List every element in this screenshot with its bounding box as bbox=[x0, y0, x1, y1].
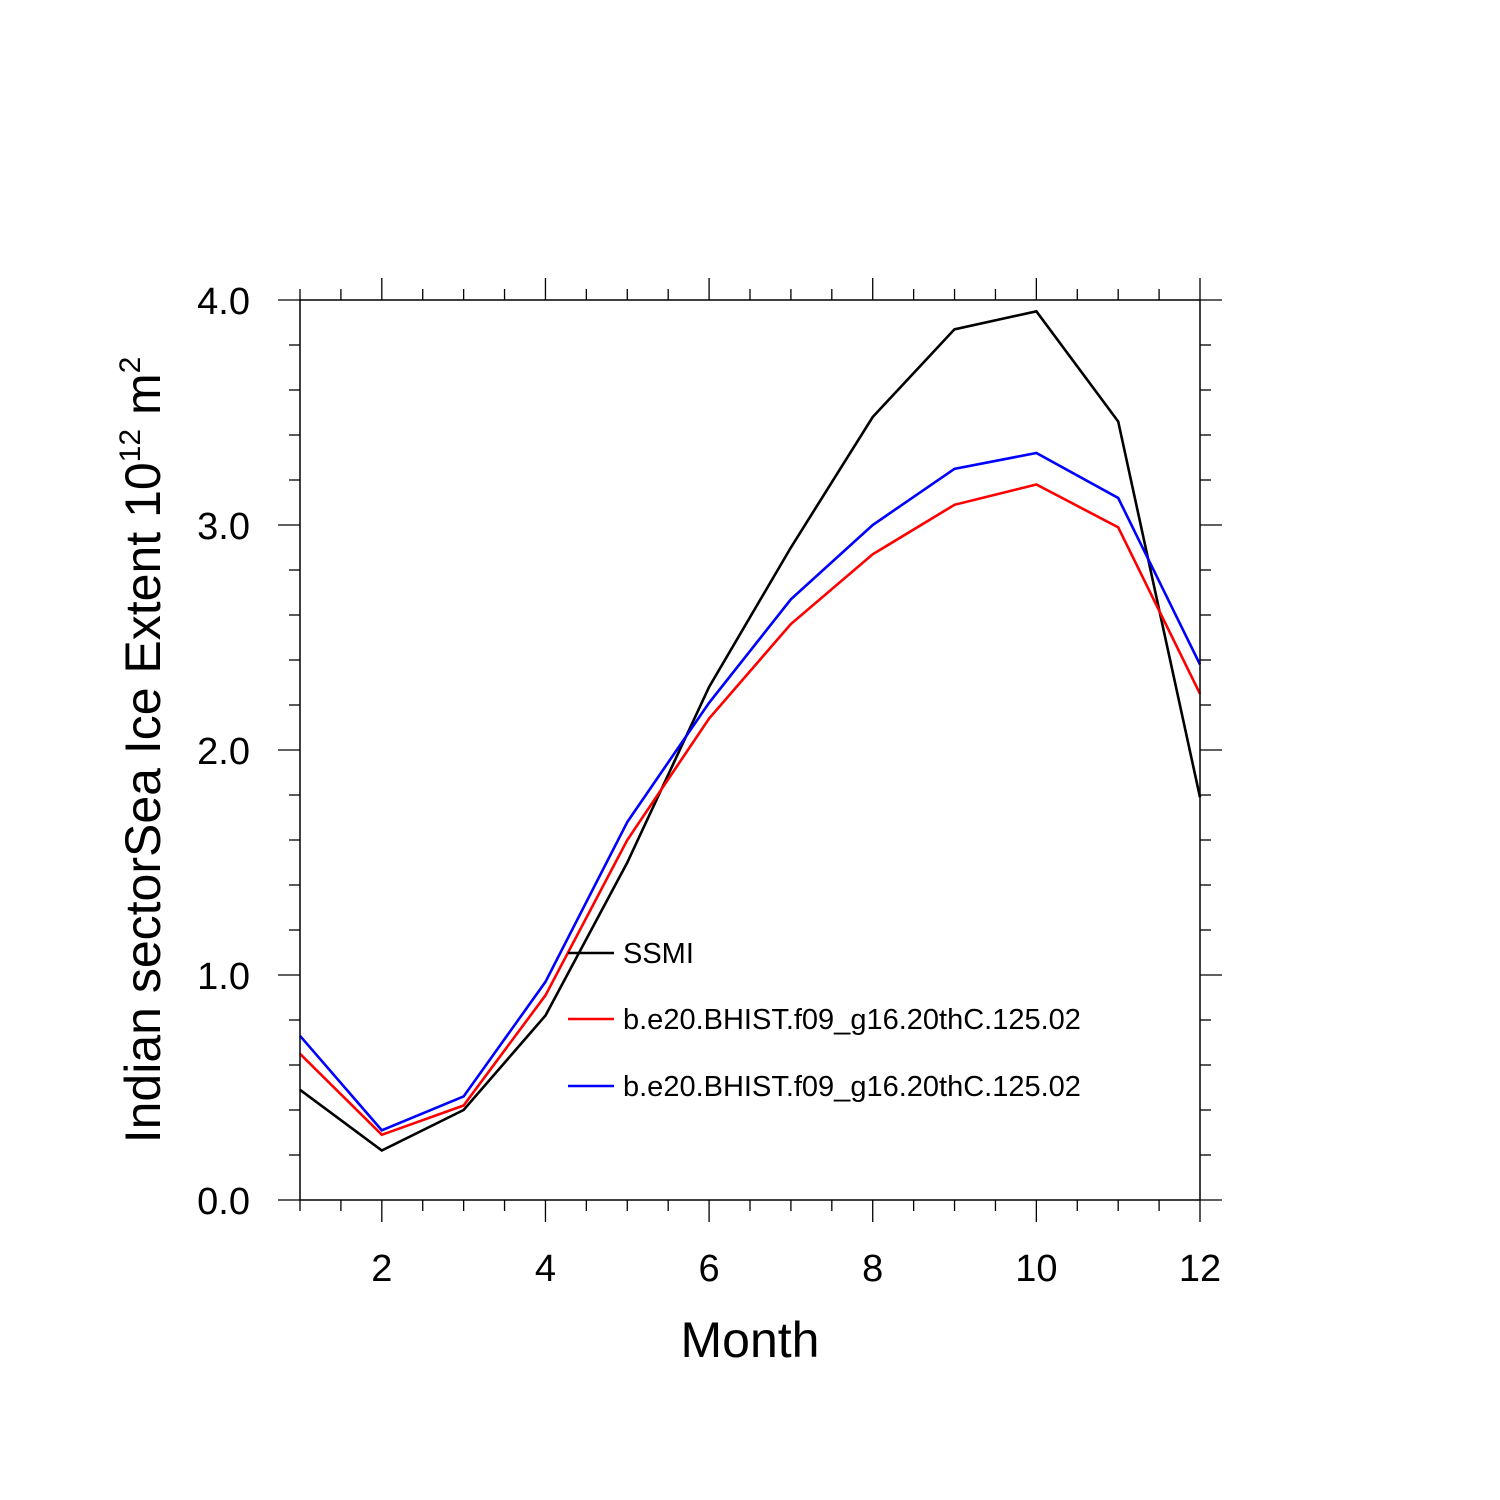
tick-labels: 2 4 6 8 10 12 0.0 1.0 2.0 3.0 4.0 bbox=[197, 281, 1221, 1290]
x-tick-label: 4 bbox=[535, 1248, 556, 1290]
series-line-2 bbox=[299, 483, 1202, 1137]
x-tick-label: 2 bbox=[371, 1248, 392, 1290]
y-tick-label: 1.0 bbox=[197, 956, 250, 998]
series-line-3 bbox=[299, 451, 1202, 1132]
x-tick-label: 12 bbox=[1179, 1248, 1221, 1290]
y-tick-label: 3.0 bbox=[197, 506, 250, 548]
legend-label-2: b.e20.BHIST.f09_g16.20thC.125.02 bbox=[623, 1004, 1081, 1036]
series-lines bbox=[299, 309, 1202, 1153]
y-axis-title-exponent: 12 bbox=[114, 429, 147, 462]
y-axis-title-main: Indian sectorSea Ice Extent 10 bbox=[115, 462, 171, 1143]
legend-label-3: b.e20.BHIST.f09_g16.20thC.125.02 bbox=[623, 1071, 1081, 1103]
legend: SSMI b.e20.BHIST.f09_g16.20thC.125.02 b.e2… bbox=[568, 938, 1081, 1103]
y-tick-label: 2.0 bbox=[197, 731, 250, 773]
legend-label-1: SSMI bbox=[623, 938, 694, 970]
axis-ticks bbox=[278, 278, 1222, 1222]
x-tick-label: 6 bbox=[699, 1248, 720, 1290]
y-axis-title: Indian sectorSea Ice Extent 1012 m2 bbox=[114, 357, 171, 1144]
y-tick-label: 0.0 bbox=[197, 1181, 250, 1223]
x-tick-label: 10 bbox=[1015, 1248, 1057, 1290]
y-tick-label: 4.0 bbox=[197, 281, 250, 323]
plot-frame bbox=[299, 299, 1201, 1201]
y-axis-title-unit: m bbox=[115, 373, 171, 429]
x-tick-label: 8 bbox=[862, 1248, 883, 1290]
x-axis-title: Month bbox=[681, 1312, 820, 1368]
series-line-1 bbox=[299, 309, 1202, 1153]
y-axis-title-unit-exponent: 2 bbox=[114, 357, 147, 374]
